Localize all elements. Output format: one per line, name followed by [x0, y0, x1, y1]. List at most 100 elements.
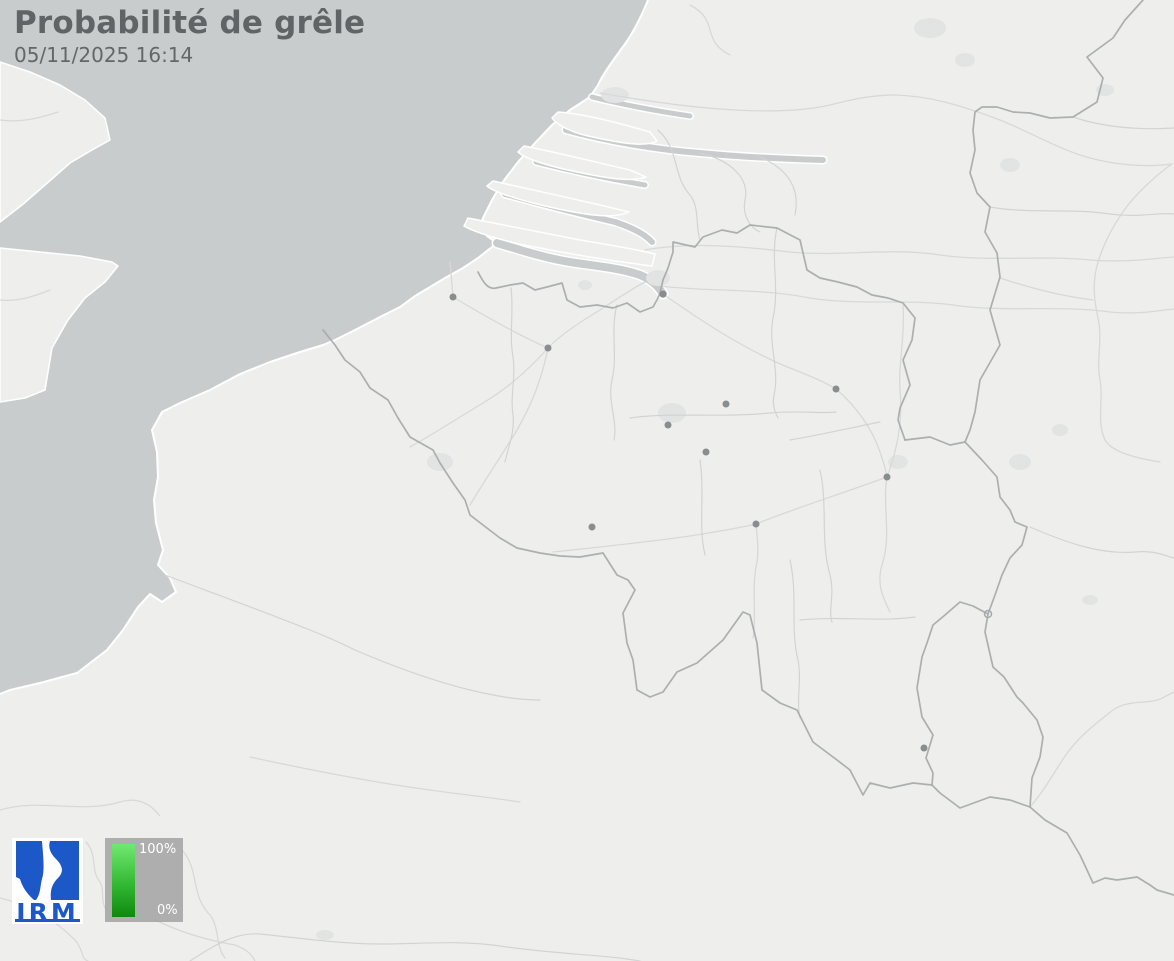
north-sea: [0, 0, 648, 694]
province-border-flanders-east: [610, 304, 618, 441]
zeeland-islands: [463, 111, 658, 267]
island-walcheren-beveland: [463, 217, 656, 267]
border-france-belgium: [322, 329, 933, 796]
logo-white-corner: [16, 877, 34, 900]
england-landmass-kent: [0, 247, 119, 403]
thames-river: [0, 111, 59, 122]
border-belgium-germany: [904, 436, 1028, 615]
map-title-block: Probabilité de grêle 05/11/2025 16:14: [14, 5, 366, 67]
forest-patch: [1052, 424, 1068, 436]
river-scheldt-lower: [547, 281, 646, 349]
river-maas-nl: [659, 285, 1174, 314]
region-borders: [164, 116, 1174, 961]
river-small-nl: [689, 4, 731, 56]
province-border-nl-2: [699, 152, 761, 233]
river-sambre: [552, 523, 757, 553]
forest-patch: [1082, 595, 1098, 605]
probability-legend: 100% 0%: [105, 838, 183, 922]
legend-max-label: 100%: [139, 842, 177, 857]
irm-logo-icon: [16, 841, 79, 900]
river-scheldt-upper: [469, 347, 549, 506]
region-border-fr-3: [189, 933, 641, 961]
province-border-brabant: [629, 411, 837, 419]
river-somme: [0, 799, 161, 817]
england-coast: [0, 61, 119, 403]
province-border-hainaut-namur: [699, 459, 706, 556]
england-river: [0, 289, 51, 302]
coastline: [0, 0, 649, 695]
river-moselle: [1029, 691, 1174, 808]
border-netherlands-germany: [964, 0, 1144, 443]
region-border-de-1: [989, 206, 1174, 216]
province-border-antwerp-limburg: [771, 227, 779, 419]
city-dot: [722, 400, 730, 408]
albert-canal-west: [662, 293, 837, 390]
region-border-de-3: [1029, 526, 1174, 559]
sea-layer: [0, 0, 649, 695]
rivers-layer: [0, 4, 1174, 961]
forest-patch: [955, 53, 975, 67]
island-tholen: [486, 180, 630, 217]
river-rhine: [894, 94, 1173, 463]
legend-gradient-bar: [112, 844, 135, 917]
albert-canal-east: [835, 388, 888, 478]
urban-antwerp: [646, 270, 670, 286]
river-rur: [999, 277, 1094, 301]
forest-patch: [1000, 158, 1020, 172]
map-datetime: 05/11/2025 16:14: [14, 42, 194, 67]
region-border-fr-2: [354, 649, 541, 701]
country-borders: [322, 0, 1174, 896]
island-voorne-goeree: [551, 111, 658, 145]
city-dot: [832, 385, 840, 393]
river-canche: [249, 756, 521, 803]
nieuwe-waterweg: [589, 94, 693, 119]
forest-patch: [914, 18, 946, 38]
city-dot: [920, 744, 928, 752]
province-border-liege-luxembourg: [799, 616, 916, 621]
legend-min-label: 0%: [157, 903, 178, 918]
province-border-limburg-liege: [789, 421, 881, 441]
city-dot: [588, 523, 596, 531]
region-border-fr-1: [164, 574, 356, 651]
city-dot: [449, 293, 457, 301]
river-leie: [409, 347, 549, 448]
page-title: Probabilité de grêle: [14, 5, 366, 41]
city-dots-layer: [449, 290, 928, 752]
urban-aachen: [1009, 454, 1031, 470]
province-border-namur-liege: [819, 469, 833, 623]
border-luxembourg: [916, 601, 1044, 809]
river-meuse-north: [886, 304, 904, 478]
city-dot: [664, 421, 672, 429]
border-belgium-netherlands: [477, 224, 916, 441]
region-border-de-2: [1072, 116, 1174, 130]
tripoint-marker: [983, 609, 993, 619]
border-france-germany: [1029, 806, 1174, 896]
river-meuse-south: [752, 523, 759, 639]
river-aa: [85, 841, 107, 911]
city-dot: [544, 344, 552, 352]
logo-white-river-shape: [36, 841, 62, 900]
england-landmass-north: [0, 61, 111, 223]
forest-patch: [316, 930, 334, 940]
canal-ghent-bruges: [449, 261, 549, 349]
river-rhine-nl: [599, 92, 896, 112]
forest-patch: [578, 280, 592, 290]
province-border-nl-3: [759, 156, 797, 216]
irm-logo: IRM: [12, 838, 83, 925]
city-dot: [659, 290, 667, 298]
city-dot: [702, 448, 710, 456]
province-border-namur-luxembourg: [789, 559, 801, 719]
river-meuse-mid: [755, 476, 888, 525]
city-dot: [752, 520, 760, 528]
urban-patches: [316, 18, 1114, 940]
irm-logo-underline: [15, 919, 80, 922]
city-dot: [883, 473, 891, 481]
river-ourthe: [879, 476, 891, 613]
island-schouwen: [517, 145, 647, 181]
province-border-flanders-west: [504, 287, 515, 463]
river-authie: [154, 919, 256, 961]
urban-brussels: [658, 403, 686, 423]
river-waal: [644, 244, 1174, 262]
